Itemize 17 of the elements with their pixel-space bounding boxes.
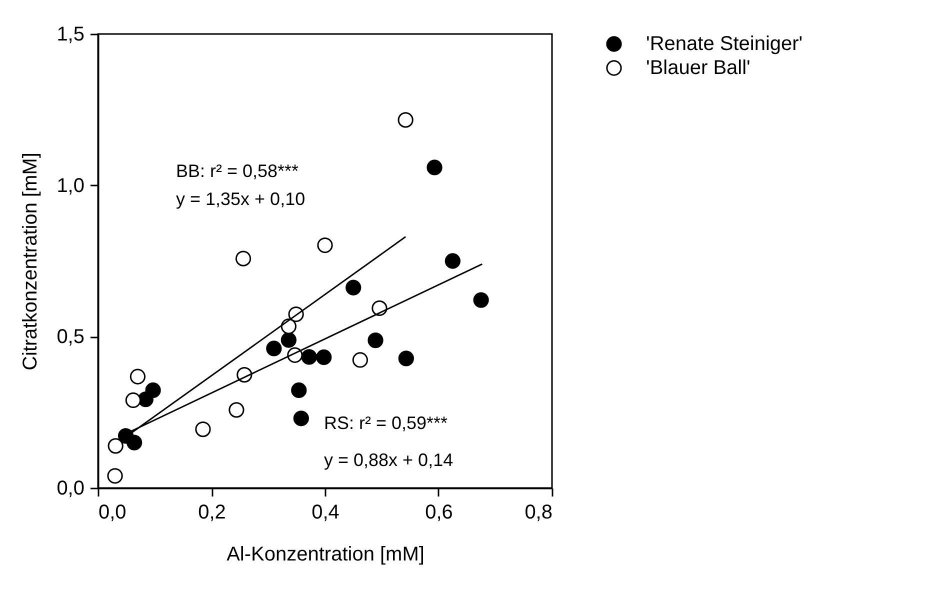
x-axis-title: Al-Konzentration [mM] — [226, 544, 424, 566]
y-tick-label: 0,0 — [56, 478, 84, 500]
legend-label: 'Blauer Ball' — [646, 57, 750, 79]
annotation: y = 1,35x + 0,10 — [176, 189, 306, 209]
y-axis-title: Citratkonzentration [mM] — [20, 152, 42, 370]
x-tick-label: 0,4 — [312, 502, 340, 524]
y-tick-label: 1,0 — [56, 174, 84, 197]
annotation: y = 0,88x + 0,14 — [324, 450, 454, 470]
x-tick-label: 0,8 — [524, 502, 552, 524]
legend-label: 'Renate Steiniger' — [646, 33, 803, 55]
y-tick-label: 0,5 — [56, 326, 84, 348]
x-tick-label: 0,2 — [198, 502, 226, 524]
y-tick-label: 1,5 — [56, 24, 84, 46]
x-tick-label: 0,0 — [98, 502, 126, 524]
annotation: BB: r² = 0,58*** — [176, 161, 299, 181]
annotation: RS: r² = 0,59*** — [324, 413, 448, 433]
x-tick-label: 0,6 — [425, 502, 453, 524]
